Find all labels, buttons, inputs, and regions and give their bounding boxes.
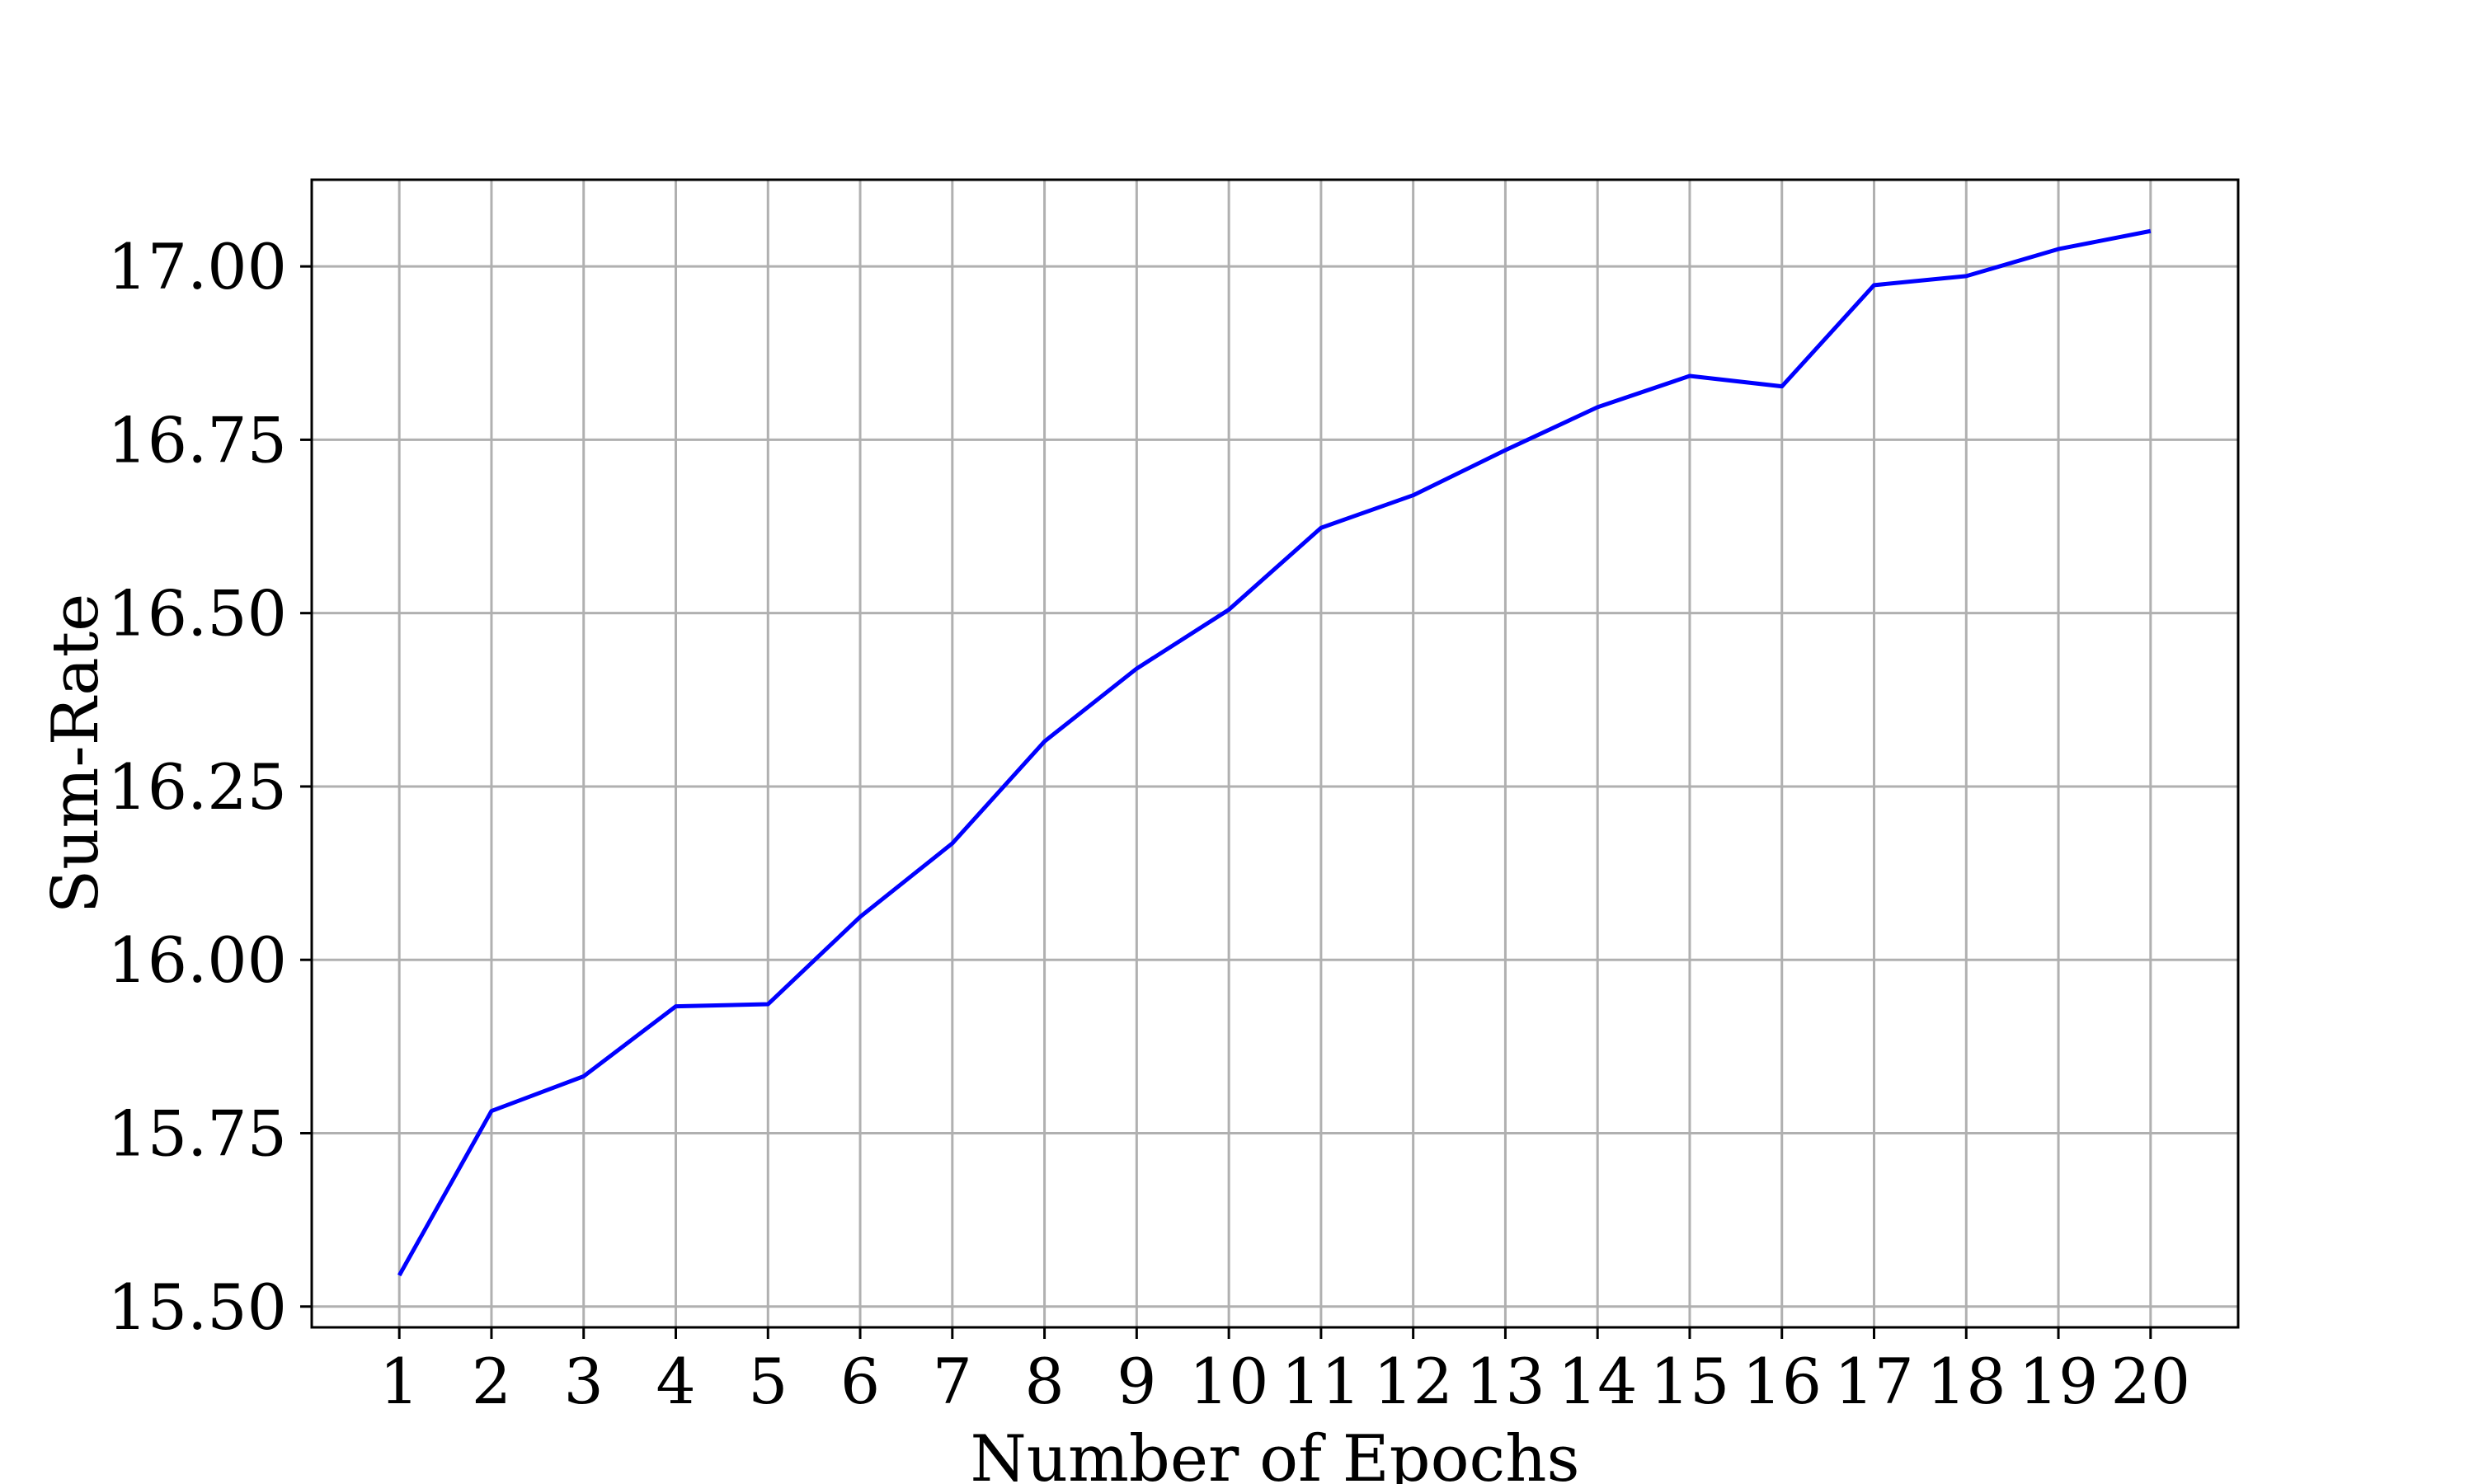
x-tick-label: 15 bbox=[1650, 1345, 1730, 1418]
tick-marks bbox=[300, 265, 2152, 1339]
x-tick-label: 8 bbox=[1024, 1345, 1064, 1418]
y-tick-label: 16.75 bbox=[107, 403, 287, 477]
x-tick-label: 18 bbox=[1926, 1345, 2006, 1418]
x-tick-label: 2 bbox=[472, 1345, 511, 1418]
series-group bbox=[397, 228, 2152, 1277]
series-line bbox=[397, 228, 2152, 1277]
x-axis-label: Number of Epochs bbox=[970, 1422, 1579, 1484]
y-tick-labels: 15.50 15.75 16.00 16.25 16.50 16.75 17.00 bbox=[107, 230, 287, 1344]
x-tick-label: 17 bbox=[1834, 1345, 1914, 1418]
x-tick-labels: 1 2 3 4 5 6 7 8 9 10 11 12 13 14 15 16 17 18 19 20 bbox=[379, 1345, 2190, 1418]
x-tick-label: 5 bbox=[748, 1345, 788, 1418]
x-tick-label: 1 bbox=[379, 1345, 419, 1418]
x-tick-label: 14 bbox=[1558, 1345, 1638, 1418]
x-tick-label: 6 bbox=[840, 1345, 880, 1418]
x-tick-label: 11 bbox=[1282, 1345, 1362, 1418]
y-tick-label: 16.50 bbox=[107, 577, 287, 650]
x-tick-label: 10 bbox=[1189, 1345, 1269, 1418]
grid-lines bbox=[312, 180, 2238, 1327]
y-tick-label: 16.00 bbox=[107, 923, 287, 997]
plot-frame bbox=[310, 178, 2240, 1329]
x-tick-label: 13 bbox=[1465, 1345, 1545, 1418]
y-tick-label: 15.50 bbox=[107, 1270, 287, 1344]
x-tick-label: 19 bbox=[2019, 1345, 2099, 1418]
x-tick-label: 16 bbox=[1742, 1345, 1822, 1418]
y-axis-label: Sum-Rate bbox=[39, 594, 113, 914]
x-tick-label: 4 bbox=[656, 1345, 695, 1418]
y-tick-label: 16.25 bbox=[107, 750, 287, 824]
y-tick-label: 15.75 bbox=[107, 1097, 287, 1170]
x-tick-label: 3 bbox=[564, 1345, 604, 1418]
y-tick-label: 17.00 bbox=[107, 230, 287, 303]
x-tick-label: 12 bbox=[1373, 1345, 1453, 1418]
x-tick-label: 9 bbox=[1117, 1345, 1156, 1418]
x-tick-label: 7 bbox=[933, 1345, 972, 1418]
x-tick-label: 20 bbox=[2110, 1345, 2190, 1418]
